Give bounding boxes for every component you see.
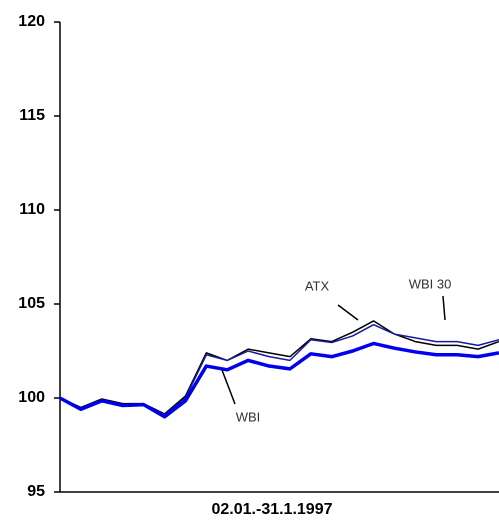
leader-line [221, 369, 236, 405]
y-tick-label: 105 [18, 295, 45, 312]
leader-line [442, 295, 446, 321]
series-label: ATX [305, 278, 330, 293]
y-tick-label: 120 [18, 13, 45, 30]
series-label: WBI [236, 409, 261, 424]
line-series [59, 341, 499, 419]
line-series [59, 323, 499, 416]
series-label: WBI 30 [409, 276, 452, 291]
y-tick-label: 110 [19, 201, 45, 218]
leader-line [337, 304, 359, 321]
y-tick-label: 100 [18, 389, 45, 406]
y-tick-label: 95 [27, 483, 45, 500]
x-axis-label: 02.01.-31.1.1997 [212, 501, 333, 518]
y-tick-label: 115 [19, 107, 45, 124]
